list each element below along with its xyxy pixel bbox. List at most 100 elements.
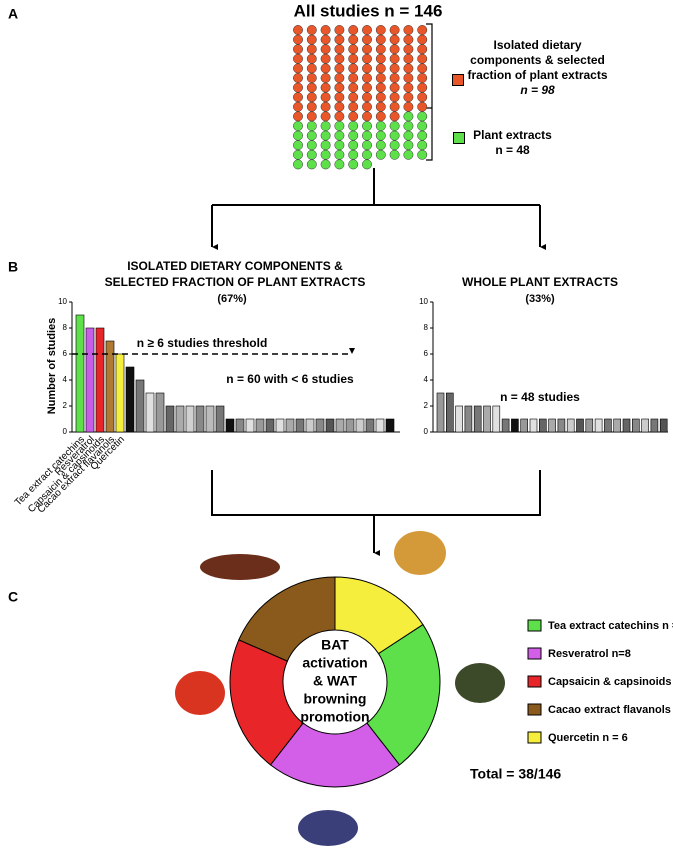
waffle-dot	[403, 140, 414, 151]
bar	[235, 418, 245, 433]
waffle-dot	[348, 140, 359, 151]
bar	[335, 418, 345, 433]
bar	[145, 392, 155, 433]
y-tick-label: 8	[424, 323, 429, 332]
waffle-dot	[293, 92, 303, 103]
waffle-dot	[389, 121, 400, 131]
y-tick-label: 8	[63, 323, 68, 332]
bar	[548, 418, 556, 433]
waffle-dot	[348, 111, 359, 122]
bar	[538, 418, 547, 433]
waffle-dot	[293, 82, 303, 93]
waffle-dot	[348, 82, 359, 93]
bar	[125, 366, 135, 433]
waffle-dot	[306, 130, 317, 141]
waffle-dot	[362, 53, 372, 64]
waffle-dot	[417, 25, 428, 35]
waffle-dot	[348, 63, 359, 74]
bar	[557, 418, 566, 433]
waffle-dot	[403, 82, 414, 93]
waffle-dot	[306, 73, 317, 83]
waffle-dot	[403, 63, 414, 74]
waffle-dot	[389, 92, 400, 103]
waffle-dot	[293, 111, 303, 122]
waffle-dot	[375, 53, 386, 64]
waffle-dot	[362, 63, 372, 74]
bar	[659, 418, 668, 433]
waffle-dot	[293, 101, 303, 112]
bar	[325, 418, 335, 433]
bar	[295, 418, 305, 433]
center-text: BAT	[321, 637, 349, 653]
bar	[205, 405, 215, 433]
bar	[135, 379, 145, 433]
waffle-dot	[375, 149, 386, 160]
waffle-dot	[306, 111, 317, 122]
bar	[613, 418, 622, 433]
bar	[576, 418, 584, 433]
waffle-dot	[417, 82, 428, 93]
waffle-dot	[306, 101, 317, 112]
waffle-dot	[375, 140, 386, 151]
waffle-dot	[403, 25, 414, 35]
center-text: & WAT	[313, 673, 358, 689]
waffle-dot	[403, 53, 414, 64]
waffle-dot	[334, 73, 345, 83]
y-tick-label: 10	[58, 297, 67, 306]
waffle-dot	[417, 101, 428, 112]
bar	[483, 405, 491, 433]
bar	[520, 418, 529, 433]
waffle-dot	[348, 121, 359, 131]
bar	[185, 405, 195, 433]
legend-swatch	[527, 731, 542, 744]
waffle-dot	[293, 44, 303, 55]
waffle-dot	[334, 111, 345, 122]
waffle-dot	[389, 25, 400, 35]
waffle-dot	[348, 130, 359, 141]
waffle-dot	[348, 44, 359, 55]
waffle-dot	[306, 92, 317, 103]
waffle-dot	[417, 63, 428, 74]
bar	[594, 418, 603, 433]
waffle-dot	[348, 149, 359, 160]
bar	[115, 353, 125, 433]
waffle-dot	[320, 53, 331, 64]
waffle-dot	[334, 53, 345, 64]
bar	[492, 405, 501, 433]
waffle-dot	[389, 63, 400, 74]
bar	[245, 418, 255, 433]
bar	[473, 405, 482, 433]
waffle-dot	[375, 130, 386, 141]
bar	[105, 340, 115, 433]
bar	[501, 418, 510, 433]
bar	[622, 418, 631, 433]
bar	[155, 392, 165, 433]
waffle-dot	[320, 121, 331, 131]
waffle-dot	[375, 111, 386, 122]
annotation: n = 60 with < 6 studies	[226, 372, 354, 386]
waffle-dot	[306, 44, 317, 55]
waffle-dot	[403, 121, 414, 131]
bar	[436, 392, 445, 433]
waffle-dot	[293, 149, 303, 160]
bar	[455, 405, 463, 433]
panel-label: A	[8, 6, 18, 22]
total-label: Total = 38/146	[470, 766, 561, 782]
donut-segment	[269, 722, 401, 788]
waffle-dot	[417, 111, 428, 122]
arrow	[211, 470, 541, 553]
panel-label: C	[8, 589, 18, 605]
waffle-dot	[389, 53, 400, 64]
waffle-dot	[403, 130, 414, 141]
bar	[365, 418, 375, 433]
bar	[529, 418, 538, 433]
waffle-dot	[362, 159, 372, 170]
waffle-dot	[403, 44, 414, 55]
waffle-dot	[306, 63, 317, 74]
waffle-dot	[306, 25, 317, 35]
waffle-dot	[320, 63, 331, 74]
waffle-dot	[306, 149, 317, 160]
bar	[265, 418, 275, 433]
waffle-dot	[417, 121, 428, 131]
